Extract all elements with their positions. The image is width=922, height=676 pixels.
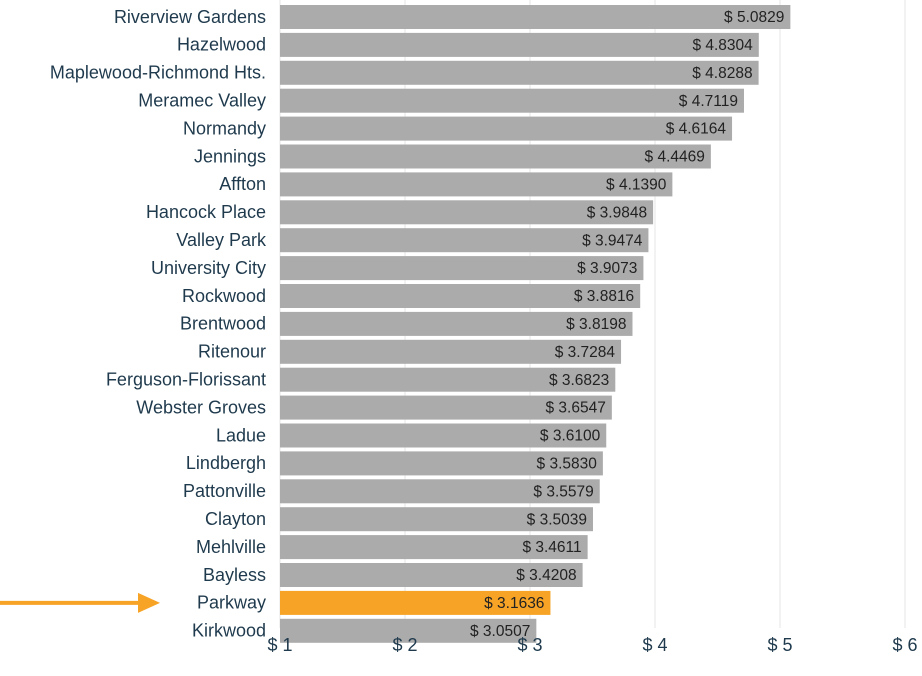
category-label: Bayless	[203, 565, 266, 585]
category-labels: Riverview Gardens Hazelwood Maplewood-Rich…	[50, 7, 267, 641]
value-label: $ 3.8816	[574, 288, 634, 305]
bar	[280, 618, 537, 643]
category-label: Parkway	[197, 593, 266, 613]
bar	[280, 88, 744, 113]
bar	[280, 423, 607, 448]
category-label: Ferguson-Florissant	[106, 369, 266, 389]
x-tick-label: $ 4	[642, 635, 667, 655]
value-label: $ 3.4611	[522, 539, 581, 556]
value-label: $ 3.1636	[484, 595, 544, 612]
bar	[280, 116, 733, 141]
bar	[280, 507, 593, 532]
bar	[280, 311, 633, 336]
value-labels: $ 5.0829 $ 4.8304 $ 4.8288 $ 4.7119 $ 4.6164…	[470, 9, 784, 640]
bars	[280, 5, 791, 643]
value-label: $ 3.5039	[527, 511, 587, 528]
category-label: Webster Groves	[136, 397, 266, 417]
bar	[280, 60, 759, 85]
value-label: $ 5.0829	[724, 9, 784, 26]
category-label: Hazelwood	[177, 35, 266, 55]
category-label: Brentwood	[180, 314, 266, 334]
x-tick-label: $ 5	[767, 635, 792, 655]
bar	[280, 339, 622, 364]
value-label: $ 3.9073	[577, 260, 637, 277]
category-label: Normandy	[183, 118, 266, 138]
value-label: $ 4.7119	[679, 93, 738, 110]
highlight-arrow	[0, 592, 160, 613]
category-label: Jennings	[194, 146, 266, 166]
category-label: Clayton	[205, 509, 266, 529]
x-tick-label: $ 6	[892, 635, 917, 655]
category-label: Valley Park	[176, 230, 267, 250]
bar	[280, 451, 603, 476]
x-tick-label: $ 3	[517, 635, 542, 655]
x-tick-label: $ 1	[267, 635, 292, 655]
category-label: Riverview Gardens	[114, 7, 266, 27]
value-label: $ 3.5579	[533, 483, 593, 500]
x-axis-ticks: $ 1 $ 2 $ 3 $ 4 $ 5 $ 6	[267, 635, 917, 655]
value-label: $ 4.8288	[692, 65, 752, 82]
bar	[280, 5, 791, 29]
category-label: Maplewood-Richmond Hts.	[50, 63, 266, 83]
value-label: $ 3.6100	[540, 428, 601, 445]
bar	[280, 172, 673, 197]
value-label: $ 3.6547	[545, 400, 605, 417]
category-label: Kirkwood	[192, 621, 266, 641]
bar	[280, 535, 588, 560]
value-label: $ 3.4208	[516, 567, 576, 584]
category-label: Ritenour	[198, 342, 266, 362]
value-label: $ 3.7284	[555, 344, 616, 361]
value-label: $ 3.9474	[582, 232, 643, 249]
value-label: $ 4.8304	[692, 37, 753, 54]
bar	[280, 200, 654, 225]
value-label: $ 3.8198	[566, 316, 626, 333]
bar	[280, 256, 644, 281]
bar	[280, 395, 612, 420]
bar	[280, 228, 649, 253]
category-label: Lindbergh	[186, 453, 266, 473]
category-label: Rockwood	[182, 286, 266, 306]
value-label: $ 3.9848	[587, 204, 647, 221]
value-label: $ 4.6164	[666, 121, 727, 138]
value-label: $ 3.5830	[537, 455, 598, 472]
category-label: Ladue	[216, 425, 266, 445]
bar	[280, 32, 759, 57]
value-label: $ 3.6823	[549, 372, 609, 389]
category-label: Meramec Valley	[138, 90, 266, 110]
bar	[280, 563, 583, 587]
arrow-head-icon	[138, 592, 160, 613]
bar	[280, 144, 711, 169]
value-label: $ 3.0507	[470, 623, 530, 640]
category-label: Pattonville	[183, 481, 266, 501]
bar	[280, 367, 616, 392]
value-label: $ 4.1390	[606, 176, 667, 193]
bar	[280, 284, 641, 308]
bar	[280, 479, 600, 504]
value-label: $ 4.4469	[645, 149, 705, 166]
category-label: University City	[151, 258, 266, 278]
category-label: Affton	[219, 174, 266, 194]
x-tick-label: $ 2	[392, 635, 417, 655]
category-label: Mehlville	[196, 537, 266, 557]
bar	[280, 590, 551, 615]
category-label: Hancock Place	[146, 202, 266, 222]
